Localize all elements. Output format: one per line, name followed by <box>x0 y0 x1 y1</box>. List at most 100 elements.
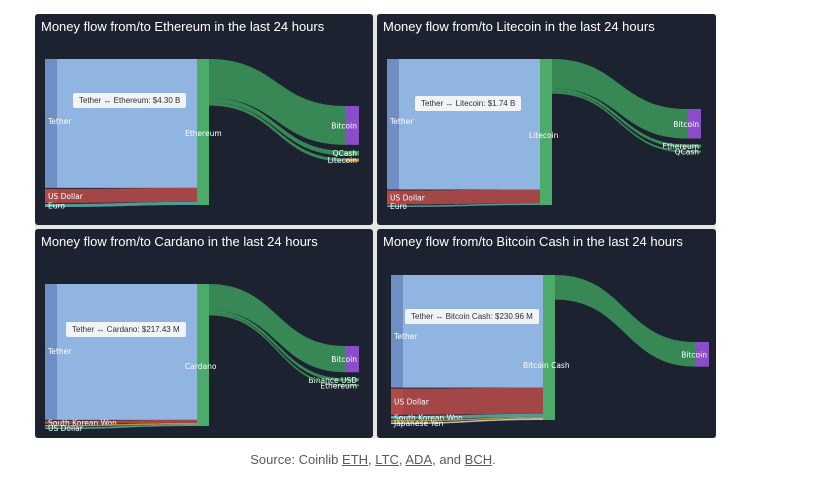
source-caption: Source: Coinlib ETH, LTC, ADA, and BCH. <box>0 452 746 467</box>
target-node-qcash <box>687 150 701 153</box>
flow-link-south-korean-won <box>403 413 543 419</box>
source-sep: , <box>398 452 406 467</box>
source-label: South Korean Won <box>394 413 463 422</box>
flow-link-tether <box>57 284 197 420</box>
target-link-ethereum <box>552 88 687 148</box>
source-node-us-dollar <box>387 190 399 205</box>
panel-bitcoin-cash: Tether US Dollar South Korean Won Japanese … <box>377 229 716 438</box>
source-node-unlabeled <box>45 424 57 427</box>
source-sep: , and <box>432 452 465 467</box>
target-node-binance-usd <box>345 378 359 382</box>
target-node-ethereum <box>345 384 359 387</box>
flow-link-euro <box>399 203 540 207</box>
source-node-us-dollar <box>45 188 57 203</box>
source-label: US Dollar <box>390 193 426 202</box>
chart-title: Money flow from/to Litecoin in the last … <box>383 19 655 34</box>
source-suffix: . <box>492 452 496 467</box>
target-link-bitcoin <box>555 275 695 367</box>
sankey-bitcoin-cash: Tether US Dollar South Korean WonJapanese … <box>391 275 709 428</box>
source-prefix: Source: Coinlib <box>250 452 343 467</box>
source-node-tether <box>391 275 403 388</box>
tooltip: Tether ↔ Ethereum: $4.30 B <box>73 93 187 108</box>
chart-title: Money flow from/to Cardano in the last 2… <box>41 234 318 249</box>
target-label: QCash <box>675 148 700 157</box>
flow-link-us-dollar <box>57 424 197 429</box>
center-label: Cardano <box>185 362 217 371</box>
source-node-euro <box>45 203 57 207</box>
target-link-bitcoin <box>209 284 345 373</box>
source-node-south-korean-won <box>45 420 57 424</box>
ltc-link[interactable]: LTC <box>375 452 399 467</box>
source-node-unlabeled <box>391 419 403 422</box>
flow-link-us-dollar <box>399 189 540 205</box>
center-node <box>197 284 209 426</box>
target-label: Bitcoin <box>331 121 357 130</box>
flow-link-tether <box>403 275 543 388</box>
target-label: Ethereum <box>662 142 699 151</box>
target-label: Bitcoin <box>673 120 699 129</box>
target-node-bitcoin <box>345 106 359 145</box>
target-label: Litecoin <box>328 156 358 165</box>
source-label: Tether <box>393 332 418 341</box>
source-sep: , <box>368 452 376 467</box>
target-node-ethereum <box>687 144 701 148</box>
target-node-bitcoin <box>687 109 701 139</box>
source-label: Japanese Yen <box>393 419 444 428</box>
center-label: Ethereum <box>185 129 222 138</box>
target-node-bitcoin <box>345 346 359 373</box>
panel-litecoin: Tether US Dollar Euro Litecoin Bitcoin Ethere… <box>377 14 716 225</box>
source-label: Tether <box>389 117 414 126</box>
tooltip: Tether ↔ Bitcoin Cash: $230.96 M <box>405 309 539 324</box>
center-node <box>540 59 552 205</box>
center-label: Litecoin <box>529 131 559 140</box>
tooltip: Tether ↔ Litecoin: $1.74 B <box>415 96 522 111</box>
center-label: Bitcoin Cash <box>523 361 570 370</box>
target-link-qcash <box>209 97 345 156</box>
source-node-us-dollar <box>391 388 403 415</box>
bch-link[interactable]: BCH <box>464 452 493 467</box>
target-link-ethereum <box>209 313 345 387</box>
source-label: Tether <box>47 347 72 356</box>
ada-link[interactable]: ADA <box>405 452 433 467</box>
chart-title: Money flow from/to Ethereum in the last … <box>41 19 325 34</box>
target-label: Bitcoin <box>331 355 357 364</box>
source-label: Euro <box>390 202 407 211</box>
tooltip: Tether ↔ Cardano: $217.43 M <box>66 322 186 337</box>
source-node-japanese-yen <box>391 422 403 424</box>
target-link-bitcoin <box>209 59 345 145</box>
eth-link[interactable]: ETH <box>342 452 369 467</box>
target-label: Ethereum <box>320 381 357 390</box>
source-node-tether <box>45 284 57 420</box>
target-link-binance-usd <box>209 310 345 382</box>
target-label: Binance USD <box>309 376 358 385</box>
target-label: Bitcoin <box>681 350 707 359</box>
flow-link-unlabeled <box>403 416 543 422</box>
source-node-south-korean-won <box>391 415 403 419</box>
panel-ethereum: Tether US Dollar Euro Ethereum Bitcoin QCash L… <box>35 14 373 225</box>
source-node-us-dollar <box>45 427 57 429</box>
flow-link-tether <box>399 59 540 190</box>
chart-grid: Tether US Dollar Euro Ethereum Bitcoin QCash L… <box>35 14 716 438</box>
flow-link-japanese-yen <box>403 418 543 424</box>
flow-link-south-korean-won <box>57 419 197 424</box>
target-node-bitcoin <box>695 342 709 367</box>
target-label: QCash <box>333 149 358 158</box>
source-node-tether <box>45 59 57 188</box>
source-node-tether <box>387 59 399 190</box>
source-label: US Dollar <box>48 192 84 201</box>
source-label: Euro <box>48 201 65 210</box>
source-node-euro <box>387 205 399 207</box>
target-link-bitcoin <box>552 59 687 139</box>
flow-link-euro <box>57 201 197 207</box>
flow-link-us-dollar <box>57 187 197 203</box>
flow-link-unlabeled <box>57 422 197 427</box>
chart-title: Money flow from/to Bitcoin Cash in the l… <box>383 234 683 249</box>
source-label: US Dollar <box>48 424 84 433</box>
flow-link-tether <box>57 59 197 188</box>
source-label: South Korean Won <box>48 418 117 427</box>
target-link-litecoin <box>209 102 345 162</box>
center-node <box>543 275 555 420</box>
